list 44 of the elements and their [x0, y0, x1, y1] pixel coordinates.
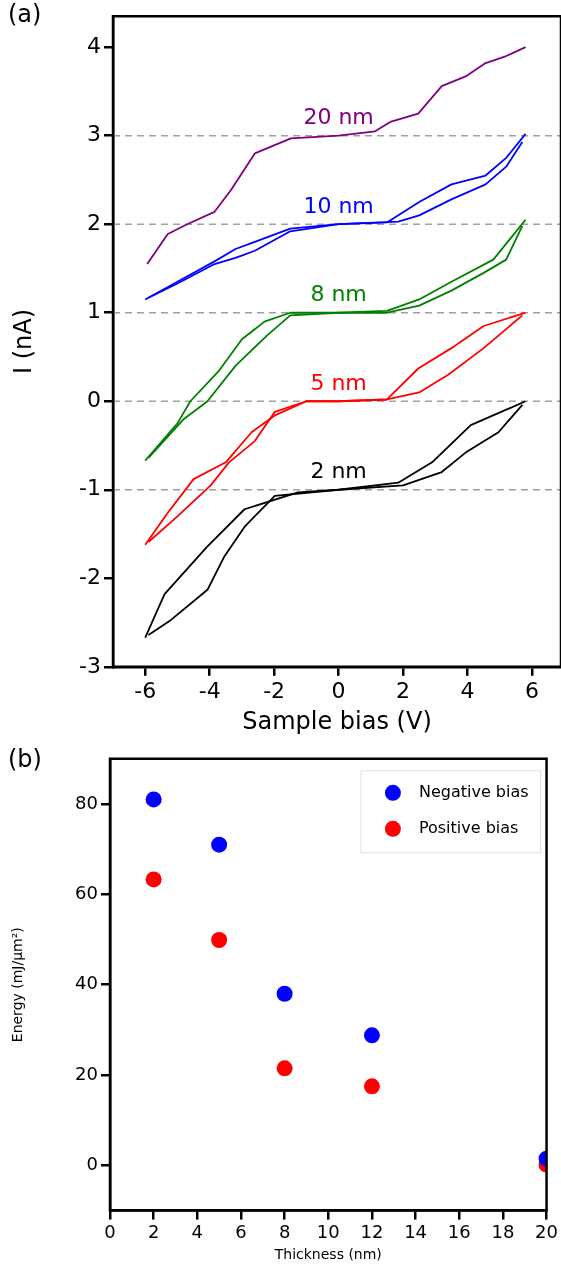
- y-tick-label: 60: [75, 882, 98, 904]
- y-tick-label: -3: [79, 652, 101, 678]
- y-tick-label: 3: [87, 121, 101, 147]
- x-tick-label: 18: [491, 1221, 515, 1243]
- series-label: 8 nm: [310, 281, 367, 307]
- y-tick-label: 4: [87, 32, 101, 58]
- x-tick-label: -6: [134, 677, 157, 703]
- x-tick-label: 0: [331, 677, 346, 703]
- x-tick-label: 0: [104, 1221, 116, 1243]
- x-tick-label: -4: [198, 677, 221, 703]
- y-tick-label: 0: [87, 386, 101, 412]
- series-label: 10 nm: [303, 192, 374, 218]
- x-tick-label: 4: [191, 1221, 204, 1243]
- text: (a): [8, 0, 42, 29]
- x-tick-label: -2: [263, 677, 286, 703]
- text: (b): [8, 745, 42, 774]
- x-tick-label: 16: [447, 1221, 471, 1243]
- y-tick-label: 20: [75, 1062, 98, 1084]
- legend-label: Positive bias: [418, 817, 519, 837]
- y-tick-label: 80: [75, 791, 98, 813]
- x-tick-label: 6: [235, 1221, 247, 1243]
- y-tick-label: 40: [75, 972, 98, 994]
- series-label: 5 nm: [310, 369, 367, 395]
- x-tick-label: 20: [535, 1221, 558, 1243]
- y-tick-label: -2: [79, 564, 101, 589]
- x-tick-label: 4: [460, 677, 475, 703]
- y-axis-title: I (nA): [8, 308, 37, 375]
- x-tick-label: 8: [278, 1221, 291, 1243]
- x-tick-label: 10: [316, 1221, 340, 1243]
- y-tick-label: -1: [79, 475, 101, 501]
- y-tick-label: 1: [87, 298, 101, 324]
- series-label: 20 nm: [303, 104, 374, 130]
- x-tick-label: 12: [360, 1221, 384, 1243]
- y-tick-label: 2: [87, 209, 101, 235]
- x-axis-title: Thickness (nm): [273, 1246, 382, 1263]
- y-axis-title: Energy (mJ/µm²): [9, 927, 26, 1043]
- x-tick-label: 2: [147, 1221, 160, 1243]
- x-tick-label: 6: [524, 677, 539, 703]
- x-axis-title: Sample bias (V): [242, 706, 432, 735]
- x-tick-label: 2: [396, 677, 411, 703]
- x-tick-label: 14: [404, 1221, 428, 1243]
- y-tick-label: 0: [86, 1153, 98, 1175]
- legend-label: Negative bias: [418, 781, 529, 801]
- series-label: 2 nm: [310, 458, 367, 484]
